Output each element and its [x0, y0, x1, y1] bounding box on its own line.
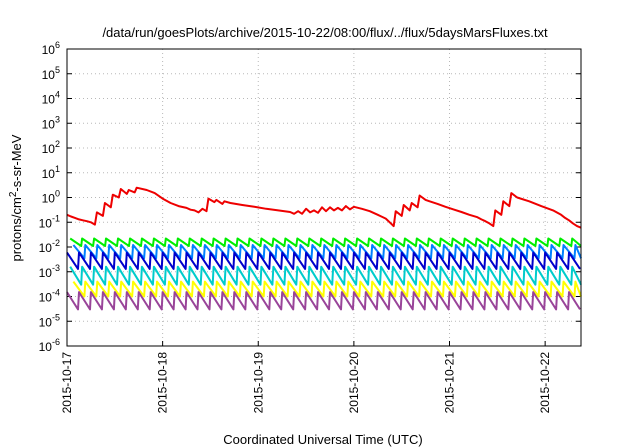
x-tick-label: 2015-10-22 [538, 352, 552, 414]
y-tick-label: 10-1 [39, 213, 60, 230]
y-tick-label: 10-3 [39, 263, 60, 280]
y-tick-label: 100 [42, 189, 60, 206]
x-tick-label: 2015-10-17 [60, 352, 74, 414]
y-axis-label: protons/cm2-s-sr-MeV [8, 134, 24, 261]
chart-title: /data/run/goesPlots/archive/2015-10-22/0… [102, 25, 548, 40]
y-tick-labels: 10-6 10-5 10-4 10-3 10-2 10-1 100 101 102 103 104 1… [39, 40, 60, 354]
y-tick-label: 101 [42, 164, 60, 181]
series-line-4 [66, 251, 581, 270]
y-tick-label: 105 [42, 65, 60, 82]
series-line-1 [66, 186, 582, 229]
y-tick-label: 102 [42, 139, 60, 156]
y-tick-label: 10-6 [39, 337, 60, 354]
x-tick-label: 2015-10-18 [156, 352, 170, 414]
series-line-5 [69, 265, 582, 286]
x-tick-label: 2015-10-19 [251, 352, 265, 414]
y-tick-label: 103 [42, 114, 60, 131]
x-axis-label: Coordinated Universal Time (UTC) [223, 432, 422, 447]
y-tick-label: 10-2 [39, 238, 60, 255]
y-tick-label: 104 [42, 90, 60, 107]
x-tick-labels: 2015-10-17 2015-10-18 2015-10-19 2015-10-20… [60, 352, 552, 414]
series-line-2 [69, 237, 582, 247]
x-tick-label: 2015-10-21 [443, 352, 457, 414]
y-tick-label: 106 [42, 40, 60, 57]
y-tick-label: 10-4 [39, 288, 60, 305]
y-tick-label: 10-5 [39, 312, 60, 329]
x-tick-label: 2015-10-20 [347, 352, 361, 414]
series-layer [66, 186, 582, 311]
series-line-7 [66, 291, 581, 311]
plot-frame [66, 48, 582, 347]
series-line-6 [72, 280, 582, 298]
